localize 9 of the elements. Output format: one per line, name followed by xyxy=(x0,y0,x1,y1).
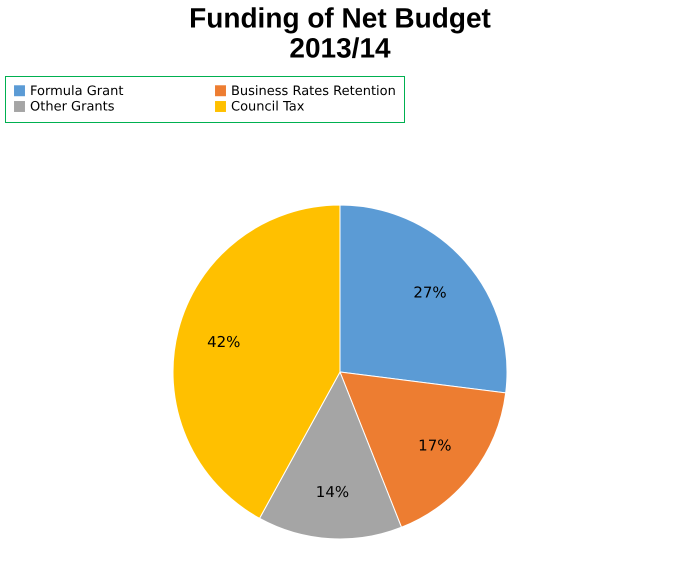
legend-label: Council Tax xyxy=(231,100,305,114)
data-label: 42% xyxy=(207,333,240,352)
data-label: 14% xyxy=(316,482,350,501)
data-label: 17% xyxy=(418,436,452,455)
legend-label: Business Rates Retention xyxy=(231,84,396,99)
legend-label: Formula Grant xyxy=(30,84,124,99)
legend-label: Other Grants xyxy=(30,100,115,114)
data-label: 27% xyxy=(413,284,447,302)
chart-title: Funding of Net Budget 2013/14 xyxy=(189,2,491,64)
